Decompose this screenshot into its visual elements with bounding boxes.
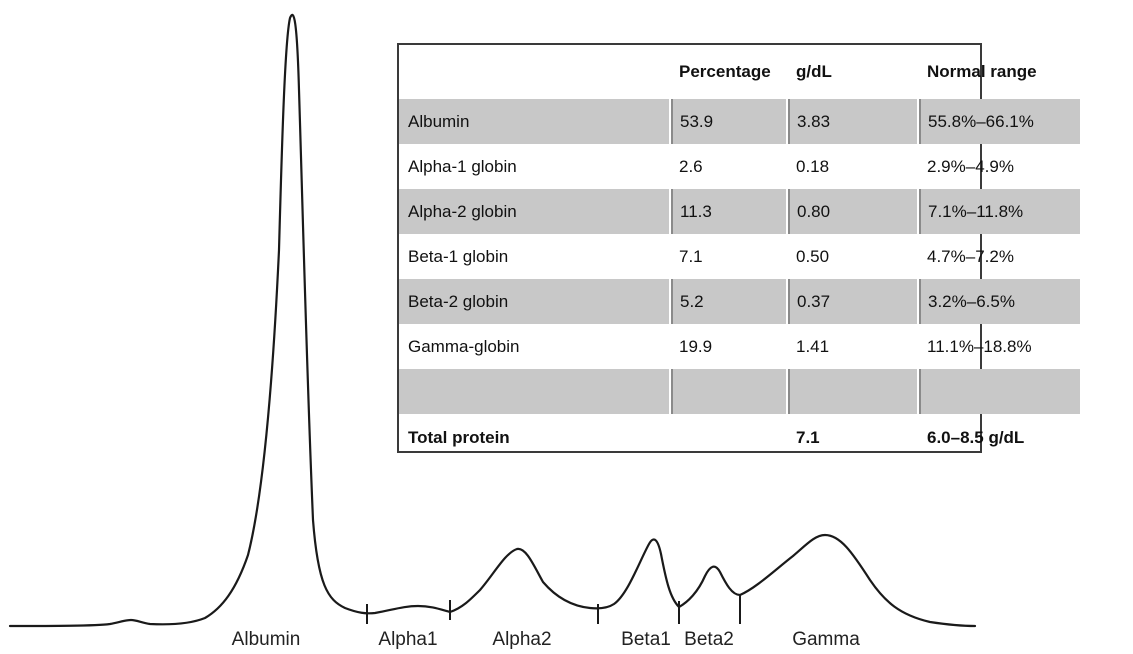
- table-row: Albumin 53.9 3.83 55.8%–66.1%: [399, 99, 1080, 144]
- row-range: 55.8%–66.1%: [917, 99, 1080, 144]
- table-header-gdl: g/dL: [796, 62, 832, 81]
- table-total-row: Total protein 7.1 6.0–8.5 g/dL: [399, 414, 1080, 461]
- fraction-label-beta1: Beta1: [621, 629, 671, 650]
- fraction-label-albumin: Albumin: [232, 629, 301, 650]
- total-percentage: [670, 414, 787, 461]
- row-gdl: 3.83: [786, 99, 918, 144]
- row-gdl: 0.50: [796, 246, 830, 266]
- row-name: [399, 369, 670, 414]
- row-gdl: [786, 369, 918, 414]
- row-name: Albumin: [399, 99, 670, 144]
- total-name: Total protein: [408, 427, 510, 447]
- row-percentage: 53.9: [669, 99, 787, 144]
- table-row: Beta-2 globin 5.2 0.37 3.2%–6.5%: [399, 279, 1080, 324]
- row-percentage: 11.3: [669, 189, 787, 234]
- row-percentage: 5.2: [669, 279, 787, 324]
- row-gdl: 0.37: [786, 279, 918, 324]
- row-range: 3.2%–6.5%: [917, 279, 1080, 324]
- table-row: Gamma-globin 19.9 1.41 11.1%–18.8%: [399, 324, 1080, 369]
- row-range: 11.1%–18.8%: [927, 336, 1032, 356]
- total-gdl: 7.1: [796, 427, 820, 447]
- fraction-label-alpha1: Alpha1: [378, 629, 437, 650]
- row-name: Alpha-2 globin: [399, 189, 670, 234]
- row-name: Gamma-globin: [408, 336, 520, 356]
- table-row: Alpha-1 globin 2.6 0.18 2.9%–4.9%: [399, 144, 1080, 189]
- row-range: 2.9%–4.9%: [927, 156, 1014, 176]
- fraction-label-alpha2: Alpha2: [492, 629, 551, 650]
- row-percentage: 2.6: [679, 156, 703, 176]
- row-percentage: 19.9: [679, 336, 713, 356]
- table-row-empty: [399, 369, 1080, 414]
- results-table: Percentage g/dL Normal range Albumin 53.…: [399, 45, 1080, 461]
- table-row: Alpha-2 globin 11.3 0.80 7.1%–11.8%: [399, 189, 1080, 234]
- fraction-label-gamma: Gamma: [792, 629, 860, 650]
- table-header-percentage: Percentage: [679, 62, 771, 81]
- table-header-row: Percentage g/dL Normal range: [399, 45, 1080, 99]
- row-range: 7.1%–11.8%: [917, 189, 1080, 234]
- row-name: Beta-1 globin: [408, 246, 509, 266]
- row-range: 4.7%–7.2%: [927, 246, 1014, 266]
- row-name: Alpha-1 globin: [408, 156, 517, 176]
- row-name: Beta-2 globin: [399, 279, 670, 324]
- row-percentage: 7.1: [679, 246, 703, 266]
- results-table-box: Percentage g/dL Normal range Albumin 53.…: [397, 43, 1080, 453]
- table-row: Beta-1 globin 7.1 0.50 4.7%–7.2%: [399, 234, 1080, 279]
- row-gdl: 1.41: [796, 336, 830, 356]
- table-header-name: [399, 45, 670, 99]
- row-gdl: 0.80: [786, 189, 918, 234]
- row-range: [917, 369, 1080, 414]
- total-range: 6.0–8.5 g/dL: [927, 427, 1025, 447]
- fraction-label-beta2: Beta2: [684, 629, 734, 650]
- row-gdl: 0.18: [796, 156, 830, 176]
- row-percentage: [669, 369, 787, 414]
- table-header-normal-range: Normal range: [927, 62, 1037, 81]
- densitometry-trace: [8, 13, 977, 628]
